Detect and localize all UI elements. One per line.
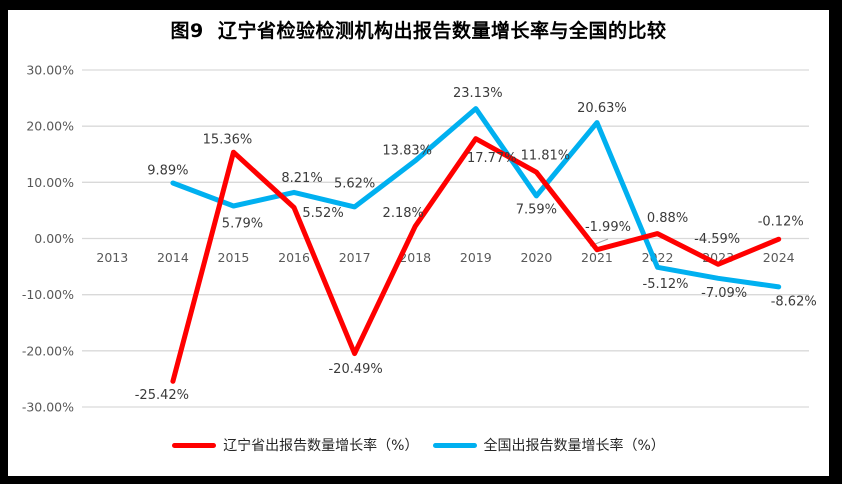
series-line-national <box>170 106 782 290</box>
legend-label-liaoning: 辽宁省出报告数量增长率（%） <box>223 438 419 454</box>
x-tick-label: 2018 <box>399 250 431 265</box>
data-label: 11.81% <box>521 149 571 164</box>
y-tick-label: -10.00% <box>22 287 74 302</box>
data-label: -0.12% <box>758 215 804 230</box>
data-label: 20.63% <box>577 101 627 116</box>
data-label: 8.21% <box>281 171 322 186</box>
data-label: 2.18% <box>383 206 424 221</box>
data-label: -8.62% <box>771 294 817 309</box>
x-tick-label: 2017 <box>339 250 371 265</box>
data-label: 5.62% <box>334 176 375 191</box>
legend-label-national: 全国出报告数量增长率（%） <box>483 438 665 454</box>
x-tick-label: 2015 <box>218 250 250 265</box>
y-tick-label: -30.00% <box>22 400 74 415</box>
data-label: -5.12% <box>643 277 689 292</box>
x-tick-label: 2019 <box>460 250 492 265</box>
y-tick-label: 30.00% <box>26 63 74 78</box>
x-tick-label: 2020 <box>520 250 552 265</box>
data-label: -4.59% <box>694 232 740 247</box>
y-tick-label: 10.00% <box>26 175 74 190</box>
chart-title: 图9 辽宁省检验检测机构出报告数量增长率与全国的比较 <box>170 20 667 42</box>
x-tick-label: 2014 <box>157 250 189 265</box>
data-label: -20.49% <box>328 362 382 377</box>
x-tick-label: 2013 <box>96 250 128 265</box>
data-label: 17.77% <box>467 151 517 166</box>
chart-canvas <box>8 10 829 476</box>
data-label: 23.13% <box>453 86 503 101</box>
data-label: 0.88% <box>647 211 688 226</box>
y-tick-label: -20.00% <box>22 343 74 358</box>
data-label: 5.52% <box>302 206 343 221</box>
x-tick-label: 2016 <box>278 250 310 265</box>
data-label: 13.83% <box>382 143 432 158</box>
data-label: -25.42% <box>135 388 189 403</box>
data-label: 7.59% <box>516 202 557 217</box>
series-line-liaoning <box>170 136 782 384</box>
data-label: -1.99% <box>585 220 631 235</box>
data-label: 9.89% <box>147 163 188 178</box>
data-label: 5.79% <box>222 216 263 231</box>
y-tick-label: 0.00% <box>34 231 74 246</box>
data-label: 15.36% <box>203 133 253 148</box>
x-tick-label: 2021 <box>581 250 613 265</box>
legend-item-national: 全国出报告数量增长率（%） <box>432 435 665 455</box>
y-tick-label: 20.00% <box>26 119 74 134</box>
legend-item-liaoning: 辽宁省出报告数量增长率（%） <box>172 435 419 455</box>
x-tick-label: 2024 <box>763 250 795 265</box>
legend-swatch-liaoning-line <box>172 442 217 448</box>
legend-swatch-national-line <box>432 442 477 448</box>
data-label: -7.09% <box>701 286 747 301</box>
legend: 辽宁省出报告数量增长率（%） 全国出报告数量增长率（%） <box>8 435 829 455</box>
